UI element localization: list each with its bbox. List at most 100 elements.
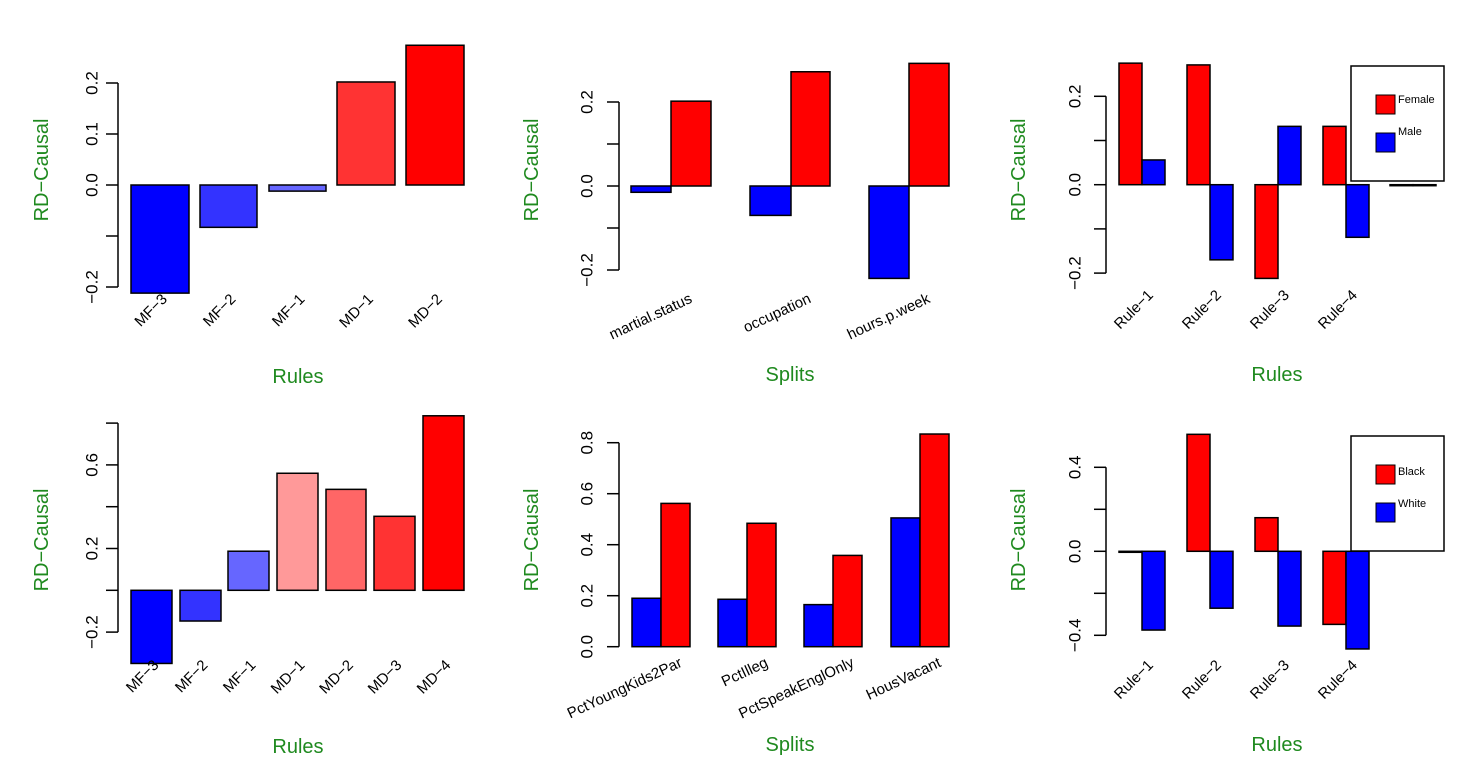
bar-empty-female: [1389, 183, 1414, 187]
x-tick-label: MD−1: [268, 657, 309, 698]
bar-rule-4-male: [1345, 183, 1370, 239]
y-tick-label: 0.0: [578, 635, 597, 659]
legend: Female Male: [1350, 65, 1445, 182]
bar-rule-2-female: [1186, 64, 1211, 186]
y-tick-label: 0.2: [1066, 84, 1085, 108]
x-tick-label: MD−3: [365, 657, 406, 698]
bar-rule-3-female: [1254, 183, 1279, 280]
bar-md-1: [336, 81, 396, 186]
bar-md-2: [325, 488, 367, 592]
bar-empty-male: [1412, 183, 1437, 187]
y-tick-label: 0.0: [578, 174, 597, 198]
y-tick-label: 0.6: [83, 453, 102, 477]
legend-swatch-white: [1375, 502, 1396, 523]
y-tick-label: 0.4: [578, 533, 597, 557]
bar-rule-4-female: [1322, 125, 1347, 186]
x-axis-title: Rules: [272, 366, 323, 388]
bar-mf-1: [227, 550, 270, 592]
x-tick-label: occupation: [741, 290, 814, 336]
bar-rule-1-male: [1141, 159, 1166, 186]
bar-mf-3: [130, 589, 173, 665]
bar-rule-1-female: [1118, 62, 1143, 186]
bar-md-2: [405, 44, 465, 186]
panel-rules-gender-top-right: −0.2 0.0 0.2 Rule−1 Rule−2 Rule−3 Rule−4 RD−Cau…: [1008, 62, 1445, 386]
x-tick-label: hours.p.week: [845, 290, 933, 343]
legend: Black White: [1350, 435, 1445, 552]
x-tick-label: Rule−4: [1315, 657, 1361, 703]
y-tick-label: 0.2: [83, 537, 102, 561]
bar-housvacant-red: [919, 433, 950, 648]
y-tick-label: 0.0: [1066, 539, 1085, 563]
panel-splits-top-middle: −0.2 0.0 0.2 martial.status occupation hours.…: [521, 62, 950, 386]
x-axis-title: Rules: [1251, 734, 1302, 756]
y-tick-label: −0.4: [1066, 619, 1085, 653]
x-tick-label: Rule−1: [1111, 287, 1157, 333]
bar-pctyoungkids2par-blue: [631, 597, 662, 648]
x-tick-label: PctYoungKids2Par: [565, 654, 685, 722]
bar-rule-4-white: [1345, 550, 1370, 650]
legend-label-black: Black: [1398, 466, 1425, 478]
bar-rule-2-black: [1186, 433, 1211, 553]
y-axis-title: RD−Causal: [31, 489, 53, 592]
x-tick-label: MF−1: [269, 291, 308, 330]
y-tick-label: 0.2: [83, 71, 102, 95]
y-axis-title: RD−Causal: [1008, 489, 1030, 592]
x-axis-title: Rules: [1251, 364, 1302, 386]
bar-rule-2-male: [1209, 183, 1234, 261]
bar-rule-3-white: [1277, 550, 1302, 627]
legend-swatch-black: [1375, 464, 1396, 485]
y-tick-label: 0.1: [83, 122, 102, 146]
bar-pctyoungkids2par-red: [660, 502, 691, 648]
bar-pctspeakenglonly-blue: [803, 603, 834, 648]
y-axis-title: RD−Causal: [521, 489, 543, 592]
bar-md-3: [373, 515, 416, 592]
y-tick-label: 0.2: [578, 584, 597, 608]
bar-md-1: [276, 472, 319, 592]
x-tick-label: MF−3: [131, 291, 170, 330]
y-axis-title: RD−Causal: [1008, 119, 1030, 222]
x-tick-label: martial.status: [607, 290, 695, 343]
x-tick-label: Rule−2: [1179, 657, 1225, 703]
bar-rule-1-white: [1141, 550, 1166, 631]
y-tick-label: 0.4: [1066, 455, 1085, 479]
panel-rules-race-bottom-right: −0.4 0.0 0.4 Rule−1 Rule−2 Rule−3 Rule−4 RD−Cau…: [1008, 433, 1445, 756]
x-tick-label: Rule−3: [1247, 657, 1293, 703]
bar-rule-3-male: [1277, 125, 1302, 186]
x-tick-label: PctIlleg: [719, 654, 771, 690]
legend-label-male: Male: [1398, 126, 1422, 138]
x-axis-title: Rules: [272, 736, 323, 758]
bar-mf-2: [179, 589, 222, 622]
legend-swatch-male: [1375, 132, 1396, 153]
x-tick-label: MF−1: [220, 657, 259, 696]
bar-mf-2: [199, 184, 258, 229]
legend-box: [1350, 65, 1445, 182]
x-tick-label: MD−4: [414, 657, 455, 698]
bar-pctilleg-blue: [717, 598, 748, 648]
bar-housvacant-blue: [890, 517, 921, 648]
y-tick-label: 0.0: [83, 173, 102, 197]
x-tick-label: Rule−1: [1111, 657, 1157, 703]
bar-martial.status-blue: [630, 185, 672, 194]
y-axis-title: RD−Causal: [31, 119, 53, 222]
bar-md-4: [422, 415, 465, 592]
bar-martial.status-red: [670, 100, 712, 187]
x-tick-label: Rule−4: [1315, 287, 1361, 333]
x-tick-label: Rule−2: [1179, 287, 1225, 333]
x-tick-label: MF−2: [200, 291, 239, 330]
bar-mf-1: [268, 184, 327, 192]
y-tick-label: −0.2: [83, 270, 102, 304]
bar-occupation-blue: [749, 185, 792, 217]
bar-rule-3-black: [1254, 516, 1279, 553]
x-tick-label: MD−2: [405, 291, 446, 332]
x-tick-label: MD−2: [316, 657, 357, 698]
bar-pctilleg-red: [746, 522, 777, 648]
x-tick-label: MD−1: [336, 291, 377, 332]
x-axis-title: Splits: [766, 364, 815, 386]
y-tick-label: 0.0: [1066, 173, 1085, 197]
y-tick-label: 0.6: [578, 482, 597, 506]
panel-rules-top-left: −0.2 0.0 0.1 0.2 MF−3 MF−2 MF−1 MD−1 MD−2 RD−Caus…: [31, 44, 465, 388]
legend-swatch-female: [1375, 94, 1396, 115]
bar-rule-1-black: [1118, 550, 1143, 554]
panel-rules-bottom-left: −0.20.20.6MF−3 MF−2 MF−1 MD−1 MD−2 MD−3 MD−4RD…: [31, 415, 465, 758]
